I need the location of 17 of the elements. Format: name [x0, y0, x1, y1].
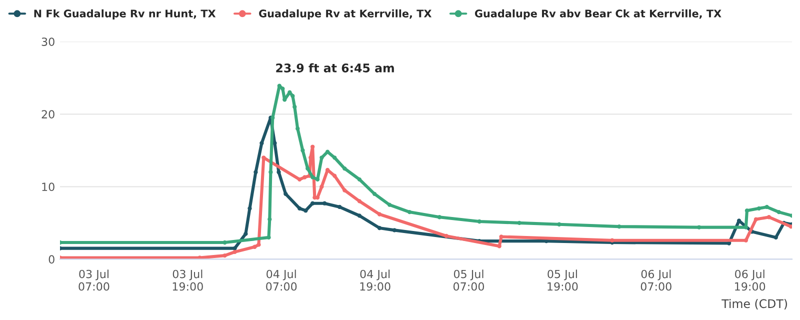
- x-tick-label: 03 Jul 07:00: [78, 270, 110, 291]
- y-tick-label: 20: [42, 110, 54, 119]
- x-tick-label: 04 Jul 19:00: [360, 270, 390, 291]
- annotation: 23.9 ft at 6:45 am: [276, 63, 394, 72]
- x-tick-label: 05 Jul 19:00: [548, 270, 578, 291]
- y-tick-label: 10: [42, 182, 54, 192]
- legend-label: Guadalupe Rv at Kerrville, TX: [259, 9, 432, 20]
- x-tick-label: 06 Jul 07:00: [640, 270, 672, 291]
- x-tick-label: 03 Jul 19:00: [172, 270, 203, 291]
- x-tick-label: 04 Jul 07:00: [266, 270, 297, 291]
- x-tick-label: 05 Jul 07:00: [453, 270, 484, 291]
- legend-label: Guadalupe Rv abv Bear Ck at Kerrville, TX: [474, 9, 722, 20]
- legend-label: N Fk Guadalupe Rv nr Hunt, TX: [34, 9, 216, 20]
- y-tick-label: 0: [48, 255, 54, 264]
- y-tick-label: 30: [42, 38, 54, 46]
- x-tick-label: 06 Jul 19:00: [735, 270, 766, 291]
- x-axis-title: Time (CDT): [722, 298, 787, 310]
